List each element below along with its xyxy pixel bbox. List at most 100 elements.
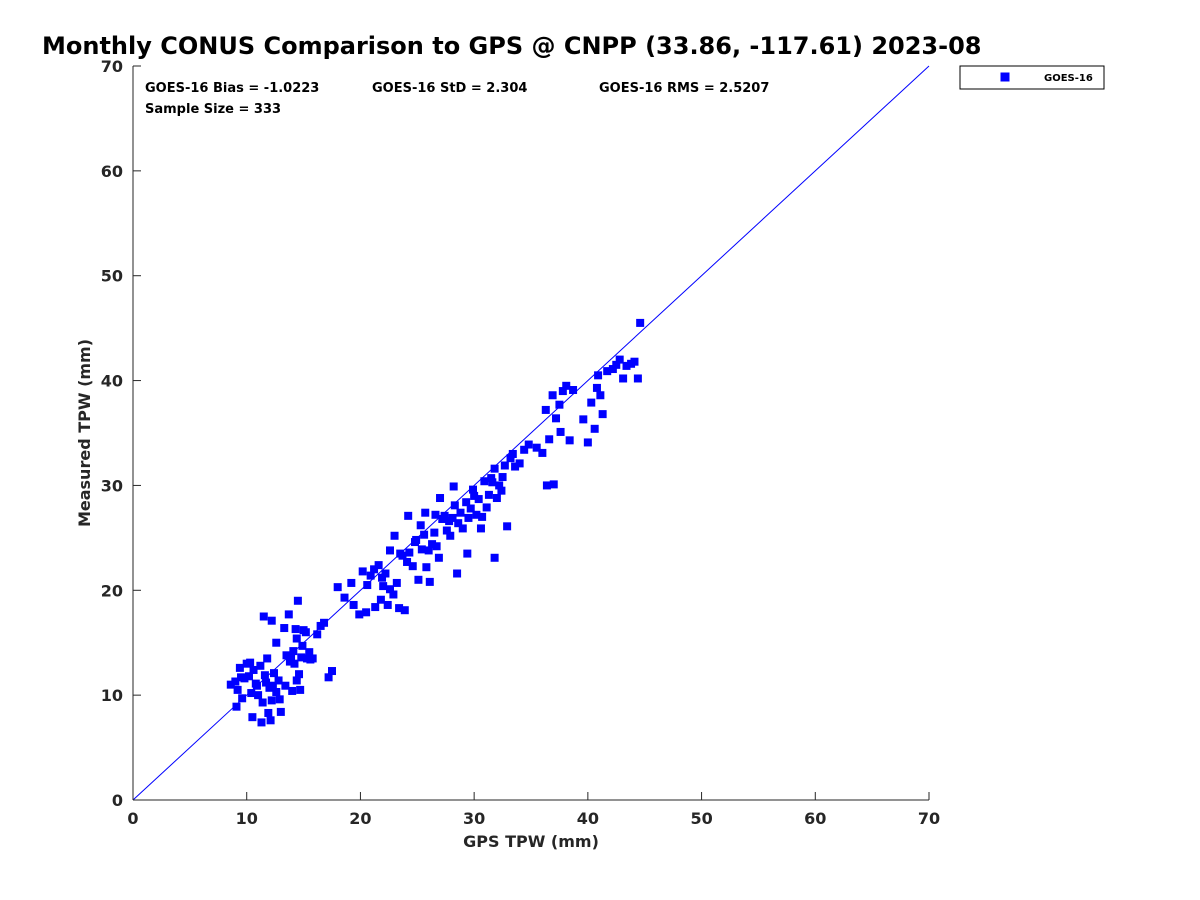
- data-point: [541, 405, 550, 414]
- data-point: [480, 477, 489, 486]
- data-point: [542, 481, 551, 490]
- data-point: [464, 513, 473, 522]
- y-tick-label: 10: [101, 686, 123, 705]
- data-point: [270, 669, 279, 678]
- y-tick-label: 30: [101, 476, 123, 495]
- data-point: [248, 713, 257, 722]
- y-axis-label: Measured TPW (mm): [75, 339, 94, 527]
- data-point: [484, 490, 493, 499]
- data-point: [313, 630, 322, 639]
- data-point: [267, 616, 276, 625]
- data-point: [363, 581, 372, 590]
- data-point: [275, 695, 284, 704]
- data-point: [587, 398, 596, 407]
- y-tick-label: 0: [112, 791, 123, 810]
- data-point: [463, 549, 472, 558]
- data-point: [267, 696, 276, 705]
- data-point: [395, 604, 404, 613]
- axis-ticks: 0 10 20 30 40 50 60 70 0 10 20 30 40 50 60 70: [101, 57, 940, 828]
- data-point: [385, 585, 394, 594]
- data-point: [340, 593, 349, 602]
- data-point: [558, 387, 567, 396]
- data-point: [487, 474, 496, 483]
- data-point: [392, 578, 401, 587]
- data-point: [281, 681, 290, 690]
- data-point: [500, 461, 509, 470]
- data-point: [594, 371, 603, 380]
- data-point: [405, 548, 414, 557]
- data-point: [520, 445, 529, 454]
- x-tick-label: 0: [127, 809, 138, 828]
- data-point: [456, 508, 465, 517]
- data-point: [434, 553, 443, 562]
- data-point: [289, 647, 298, 656]
- data-point: [462, 498, 471, 507]
- data-point: [282, 651, 291, 660]
- data-point: [385, 546, 394, 555]
- stat-bias: GOES-16 Bias = -1.0223: [145, 81, 319, 96]
- data-point: [288, 686, 297, 695]
- data-point: [476, 524, 485, 533]
- data-point: [233, 685, 242, 694]
- data-point: [490, 464, 499, 473]
- data-point: [370, 565, 379, 574]
- data-point: [390, 531, 399, 540]
- data-point: [579, 415, 588, 424]
- data-point: [305, 648, 314, 657]
- data-point: [603, 367, 612, 376]
- data-point: [324, 673, 333, 682]
- data-point: [268, 681, 277, 690]
- data-point: [515, 459, 524, 468]
- x-tick-label: 60: [804, 809, 826, 828]
- data-point: [592, 383, 601, 392]
- stat-std: GOES-16 StD = 2.304: [372, 81, 527, 96]
- data-point: [320, 618, 329, 627]
- data-point: [503, 522, 512, 531]
- chart-title: Monthly CONUS Comparison to GPS @ CNPP (…: [42, 32, 981, 60]
- data-point: [381, 569, 390, 578]
- data-point: [446, 531, 455, 540]
- data-point: [482, 503, 491, 512]
- data-point: [596, 391, 605, 400]
- data-point: [292, 676, 301, 685]
- data-point: [383, 600, 392, 609]
- data-point: [524, 440, 533, 449]
- data-point: [272, 687, 281, 696]
- data-point: [411, 538, 420, 547]
- data-point: [408, 562, 417, 571]
- data-point: [424, 546, 433, 555]
- data-point: [556, 427, 565, 436]
- data-point: [619, 374, 628, 383]
- data-point: [425, 577, 434, 586]
- data-point: [306, 655, 315, 664]
- data-point: [293, 596, 302, 605]
- data-point: [362, 608, 371, 617]
- data-point: [259, 612, 268, 621]
- data-point: [366, 571, 375, 580]
- data-point: [470, 491, 479, 500]
- data-point: [545, 435, 554, 444]
- data-point: [280, 624, 289, 633]
- data-point: [284, 610, 293, 619]
- data-point: [238, 694, 247, 703]
- data-point: [440, 511, 449, 520]
- y-tick-label: 40: [101, 372, 123, 391]
- data-point: [615, 355, 624, 364]
- y-tick-label: 70: [101, 57, 123, 76]
- data-point: [612, 360, 621, 369]
- y-tick-label: 60: [101, 162, 123, 181]
- data-point: [548, 391, 557, 400]
- data-point: [630, 357, 639, 366]
- legend-box: [959, 65, 1105, 90]
- data-point: [421, 508, 430, 517]
- data-point: [349, 600, 358, 609]
- legend-label: GOES-16: [1044, 73, 1093, 84]
- data-point: [355, 610, 364, 619]
- data-point: [400, 606, 409, 615]
- data-point: [378, 573, 387, 582]
- data-point: [328, 667, 336, 676]
- data-point: [458, 524, 467, 533]
- data-point: [396, 549, 405, 558]
- data-point: [333, 583, 342, 592]
